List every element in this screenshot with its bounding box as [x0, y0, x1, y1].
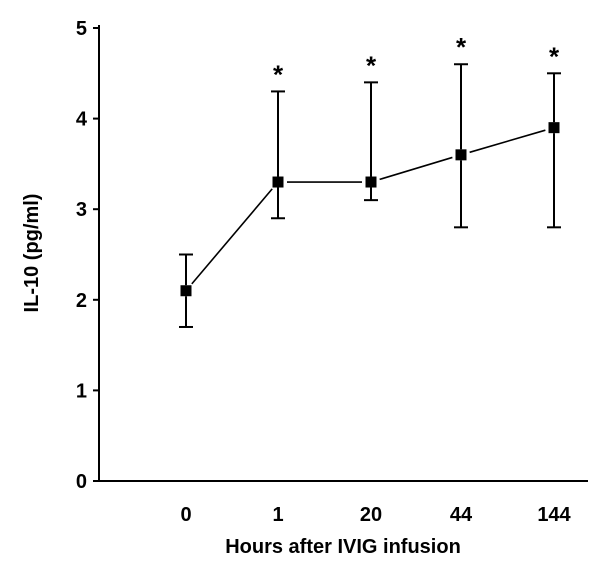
x-tick-label-0: 0	[180, 504, 191, 526]
significance-asterisk-2: *	[456, 32, 467, 62]
y-ticks: 0 1 2 3 4 5	[76, 18, 99, 493]
error-bars	[179, 63, 561, 328]
axes	[98, 25, 588, 482]
x-tick-label-4: 144	[537, 504, 571, 526]
annotations: * * * *	[273, 32, 560, 89]
data-point-4	[548, 122, 560, 134]
y-tick-label-5: 5	[76, 18, 87, 40]
significance-asterisk-3: *	[549, 41, 560, 71]
series-line-group	[191, 129, 546, 285]
series-segment-3	[469, 129, 546, 154]
x-ticks: 0 1 20 44 144	[180, 504, 571, 526]
markers	[180, 122, 560, 297]
data-point-1	[272, 176, 284, 188]
data-point-0	[180, 285, 192, 297]
y-tick-label-2: 2	[76, 290, 87, 312]
x-tick-label-2: 20	[360, 504, 382, 526]
y-tick-label-1: 1	[76, 380, 87, 402]
x-axis-title: Hours after IVIG infusion	[225, 536, 461, 558]
significance-asterisk-1: *	[366, 50, 377, 80]
data-point-3	[455, 149, 467, 161]
y-tick-label-3: 3	[76, 199, 87, 221]
series-segment-2	[379, 156, 453, 181]
data-point-2	[365, 176, 377, 188]
y-tick-label-0: 0	[76, 471, 87, 493]
x-tick-label-1: 1	[272, 504, 283, 526]
significance-asterisk-0: *	[273, 59, 284, 89]
series-segment-0	[191, 188, 273, 285]
y-tick-label-4: 4	[76, 109, 88, 131]
x-tick-label-3: 44	[450, 504, 473, 526]
y-axis-title: IL-10 (pg/ml)	[21, 194, 43, 313]
